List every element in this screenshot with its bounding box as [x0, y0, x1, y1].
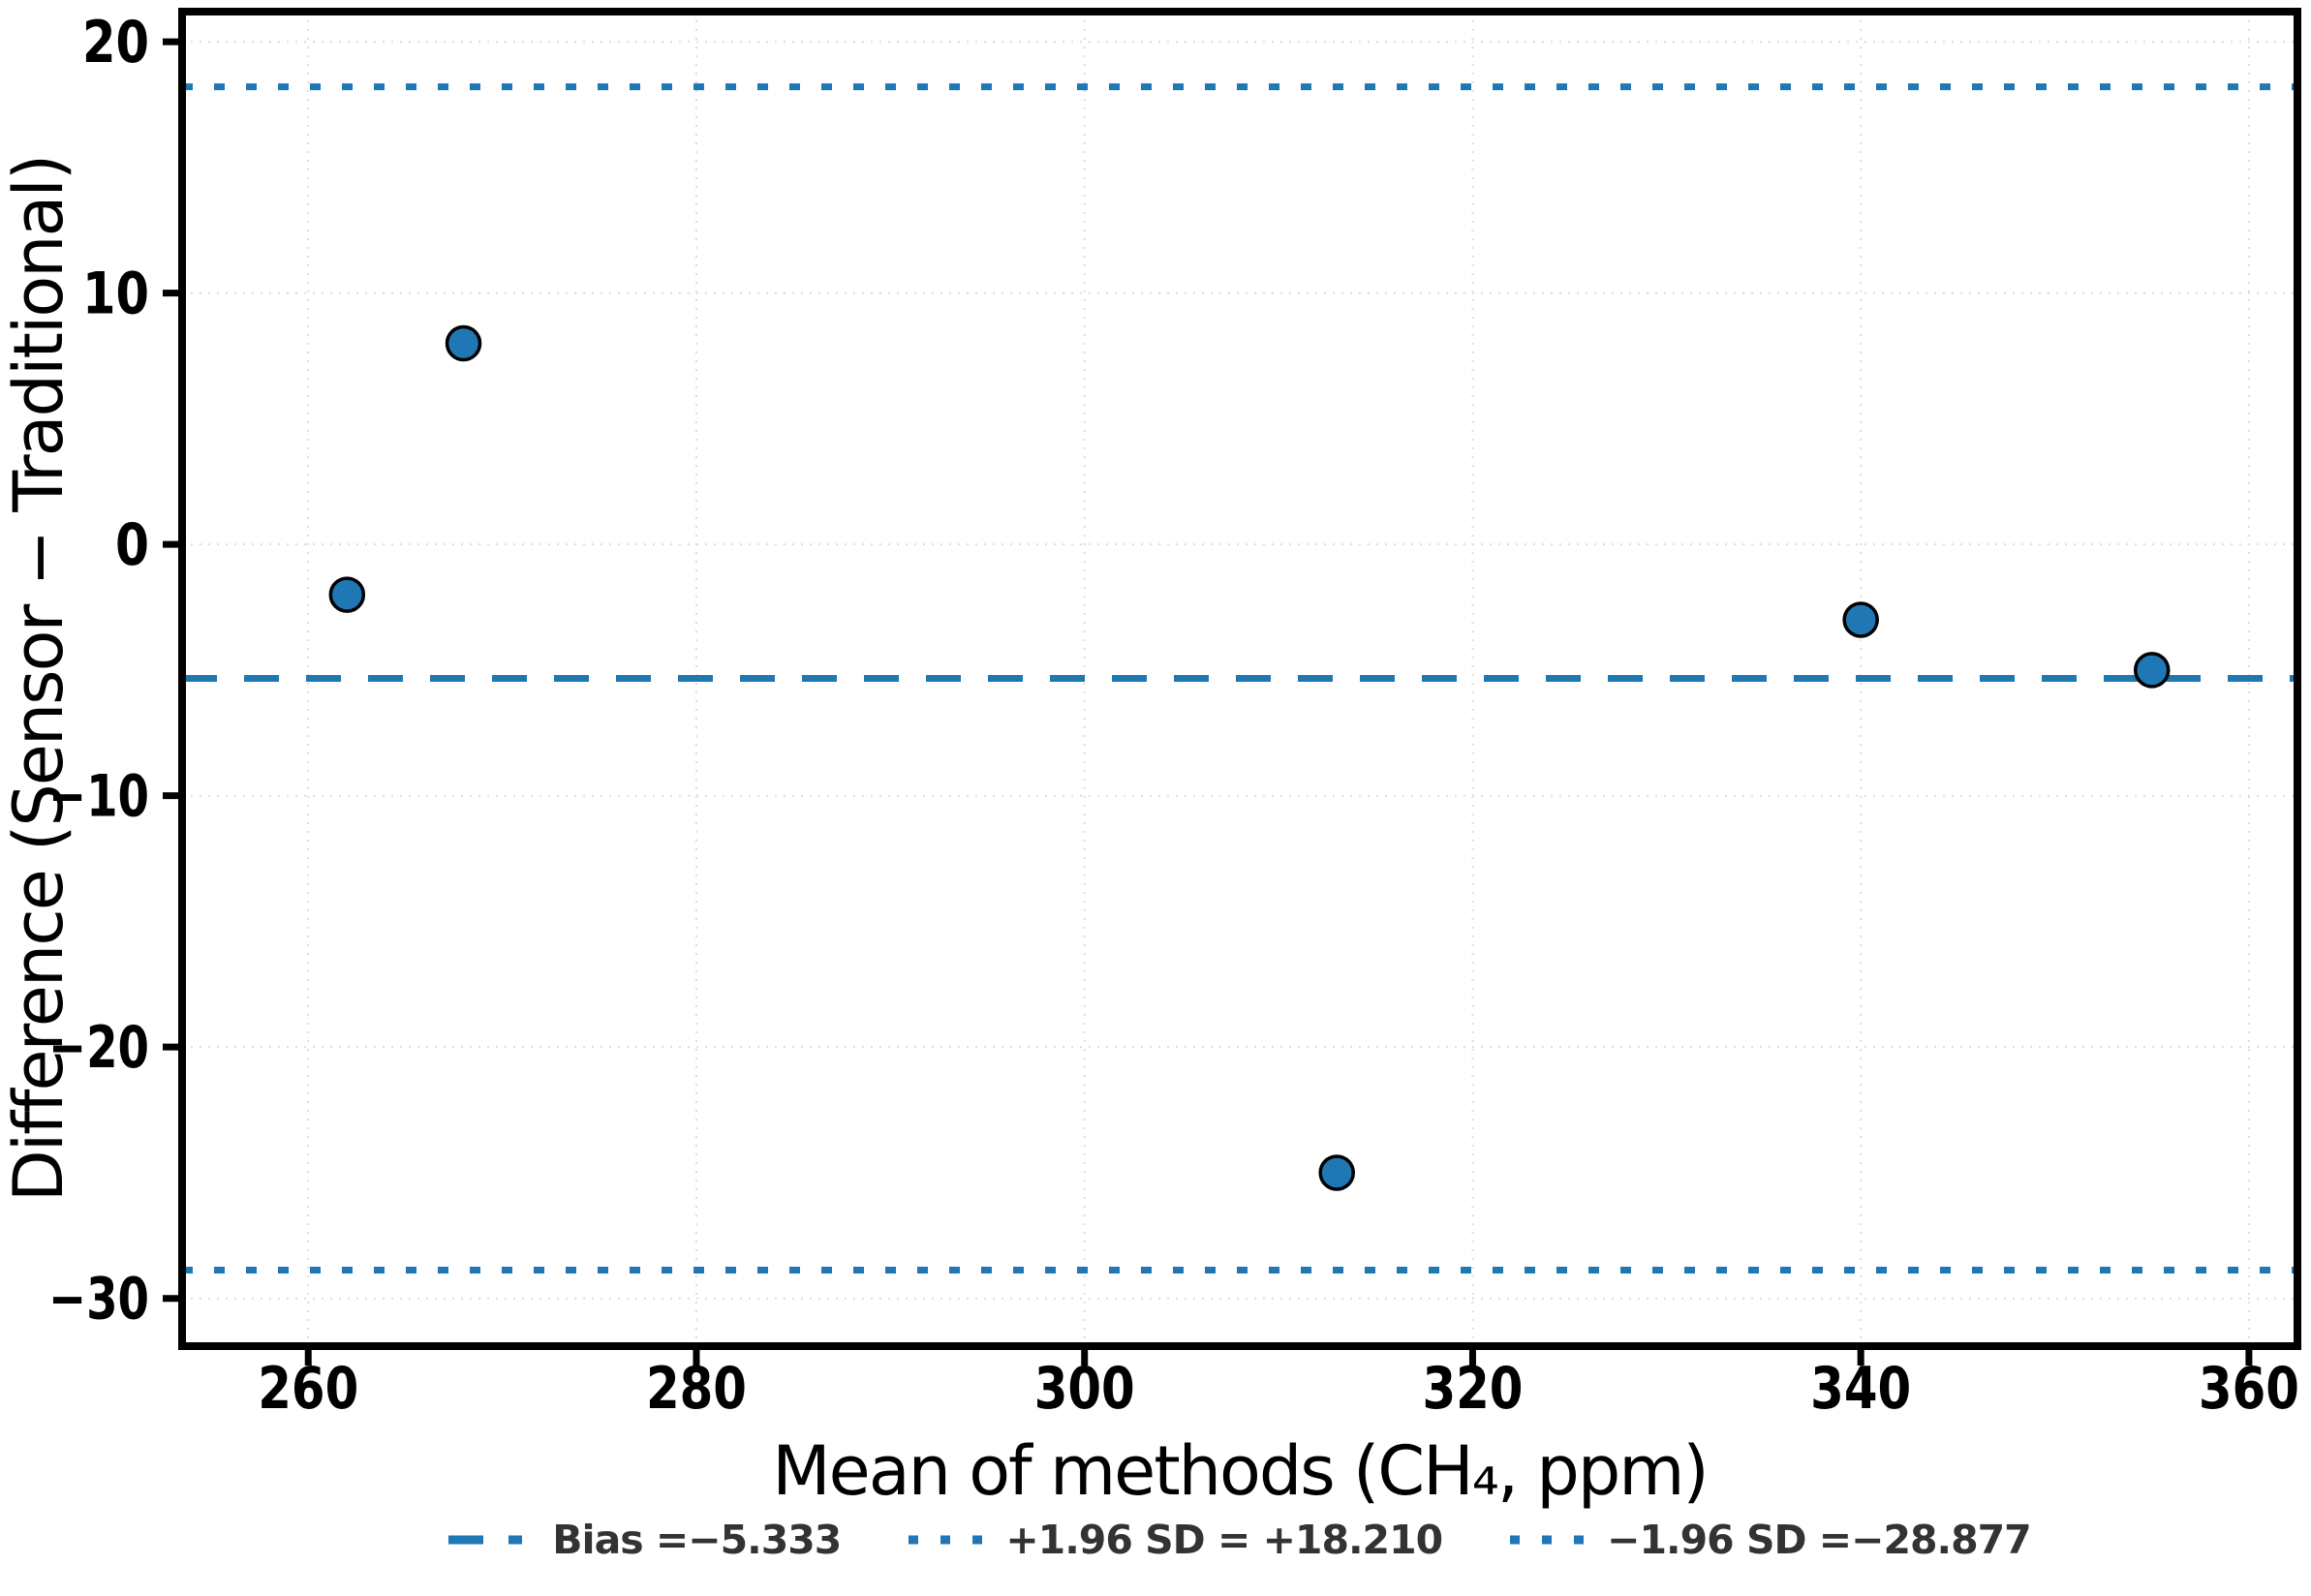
x-tick-label: 340 — [1810, 1355, 1911, 1423]
x-tick-label: 320 — [1422, 1355, 1523, 1423]
plot-border — [178, 8, 2301, 1350]
bias-dashed-line-sample — [448, 1535, 532, 1545]
data-point — [1842, 601, 1879, 638]
y-tick-label: −10 — [48, 763, 149, 831]
y-tick-label: 0 — [115, 511, 149, 579]
y-axis-label: Difference (Sensor − Traditional) — [0, 156, 78, 1202]
data-point — [1318, 1154, 1355, 1191]
lower-loa-dotted-line-sample — [1510, 1535, 1587, 1545]
tick-labels: 260 280 300 320 340 360 20 10 0 −10 −20 −30 — [48, 9, 2299, 1423]
axis-ticks — [163, 38, 2253, 1366]
y-tick-label: 20 — [82, 9, 149, 77]
upper-loa-dotted-line-sample — [909, 1535, 985, 1545]
x-tick-label: 260 — [258, 1355, 358, 1423]
x-axis-label: Mean of methods (CH₄, ppm) — [772, 1431, 1708, 1511]
gridlines — [182, 12, 2297, 1346]
legend-item-upper-loa: +1.96 SD = +18.210 — [909, 1517, 1443, 1563]
legend: Bias =−5.333 +1.96 SD = +18.210 −1.96 SD… — [182, 1517, 2297, 1563]
legend-label-upper-loa: +1.96 SD = +18.210 — [1005, 1517, 1443, 1563]
legend-item-lower-loa: −1.96 SD =−28.877 — [1510, 1517, 2032, 1563]
y-tick-label: −30 — [48, 1266, 149, 1334]
x-tick-label: 300 — [1034, 1355, 1135, 1423]
y-tick-label: −20 — [48, 1014, 149, 1082]
data-point — [445, 324, 482, 362]
x-tick-label: 360 — [2199, 1355, 2299, 1423]
legend-item-bias: Bias =−5.333 — [448, 1517, 842, 1563]
legend-label-bias: Bias =−5.333 — [552, 1517, 842, 1563]
scatter-points — [328, 324, 2171, 1191]
x-tick-label: 280 — [646, 1355, 747, 1423]
legend-label-lower-loa: −1.96 SD =−28.877 — [1607, 1517, 2032, 1563]
data-point — [328, 576, 366, 613]
y-tick-label: 10 — [82, 261, 149, 328]
data-point — [2133, 652, 2171, 689]
reference-lines — [182, 83, 2297, 1274]
